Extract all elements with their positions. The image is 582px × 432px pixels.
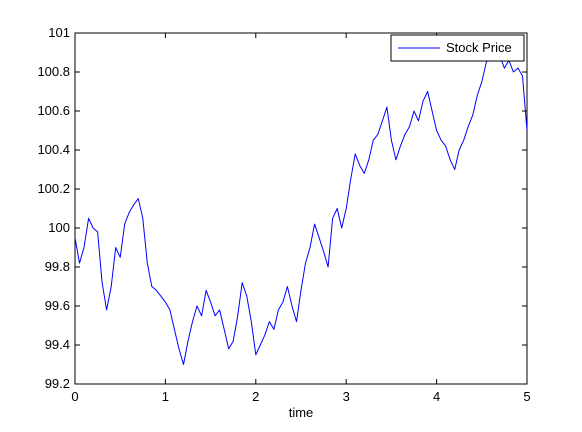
y-tick-label: 100.6 [37,103,70,118]
legend: Stock Price [390,34,525,62]
y-tick-label: 100.2 [37,181,70,196]
x-tick-label: 5 [523,389,530,404]
y-tick-label: 101 [48,25,70,40]
legend-label: Stock Price [446,40,512,55]
series-line-0 [74,42,528,365]
axis-ticks [74,32,528,385]
y-tick-label: 100.4 [37,142,70,157]
y-tick-label: 100 [48,220,70,235]
y-tick-label: 99.4 [45,337,70,352]
y-tick-label: 99.8 [45,259,70,274]
series-layer [74,42,528,365]
y-tick-label: 99.6 [45,298,70,313]
y-tick-label: 99.2 [45,376,70,391]
plot-area [74,32,528,385]
x-tick-label: 1 [162,389,169,404]
x-axis-tick-labels: 0 1 2 3 4 5 [71,389,530,404]
x-tick-label: 0 [71,389,78,404]
x-tick-label: 4 [433,389,440,404]
x-tick-label: 3 [343,389,350,404]
y-tick-label: 100.8 [37,64,70,79]
y-axis-tick-labels: 99.2 99.4 99.6 99.8 100 100.2 100.4 100.6 100.8 1… [37,25,70,391]
x-tick-label: 2 [252,389,259,404]
x-axis-label: time [289,405,314,420]
